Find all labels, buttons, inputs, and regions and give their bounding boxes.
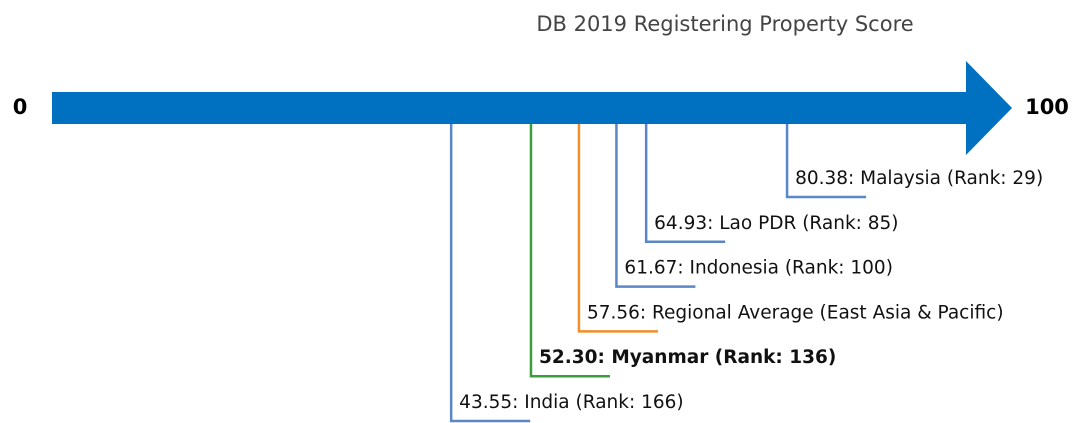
x-tick-label: 100 (1025, 95, 1069, 119)
axis-arrow (52, 61, 1012, 155)
marker-line (577, 124, 658, 333)
marker-label: 80.38: Malaysia (Rank: 29) (795, 168, 1043, 189)
marker-label: 57.56: Regional Average (East Asia & Pac… (587, 302, 1004, 323)
marker-line (785, 124, 867, 199)
marker-line (644, 124, 726, 244)
x-tick-label: 0 (13, 95, 28, 119)
marker-line (615, 124, 696, 288)
marker-line (449, 124, 531, 423)
marker-label: 52.30: Myanmar (Rank: 136) (539, 347, 836, 368)
marker-label: 64.93: Lao PDR (Rank: 85) (654, 213, 898, 234)
chart-title: DB 2019 Registering Property Score (536, 12, 913, 36)
marker-label: 61.67: Indonesia (Rank: 100) (624, 258, 893, 279)
marker-line (529, 124, 610, 378)
marker-label: 43.55: India (Rank: 166) (459, 392, 683, 413)
